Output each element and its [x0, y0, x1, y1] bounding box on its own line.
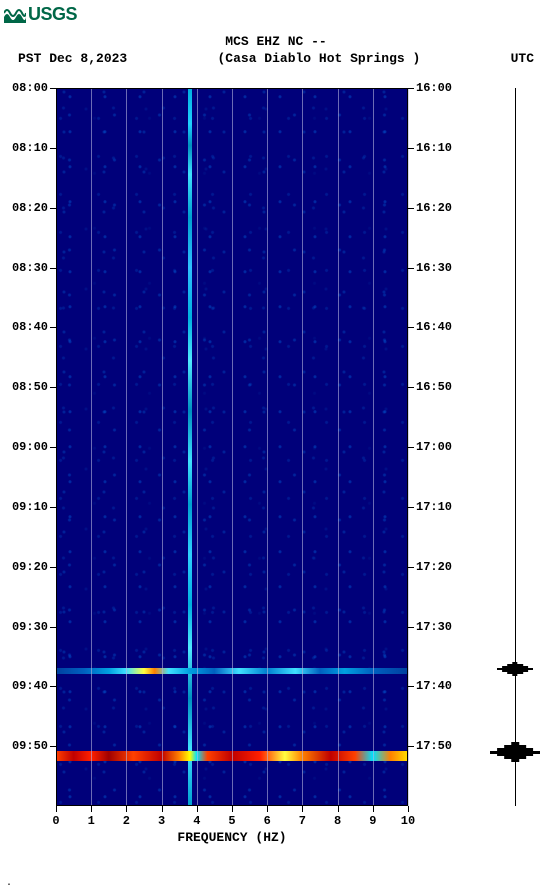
y-tick-right — [408, 447, 414, 448]
gridline — [91, 88, 92, 806]
y-label-left: 08:30 — [12, 261, 48, 275]
spectrogram-chart: FREQUENCY (HZ) 01234567891008:0016:0008:… — [56, 88, 408, 806]
y-label-right: 17:20 — [416, 560, 452, 574]
header-right: UTC — [511, 51, 534, 66]
gridline — [197, 88, 198, 806]
y-label-left: 08:20 — [12, 201, 48, 215]
x-tick-label: 2 — [123, 814, 130, 828]
y-tick-right — [408, 746, 414, 747]
gridline — [126, 88, 127, 806]
gridline — [302, 88, 303, 806]
y-tick-left — [50, 447, 56, 448]
x-tick-label: 4 — [193, 814, 200, 828]
x-tick-label: 0 — [52, 814, 59, 828]
y-tick-left — [50, 208, 56, 209]
waveform-trace — [515, 88, 516, 806]
gridline — [267, 88, 268, 806]
usgs-logo-text: USGS — [28, 4, 77, 25]
x-tick — [126, 806, 127, 812]
gridline — [232, 88, 233, 806]
y-label-right: 17:50 — [416, 739, 452, 753]
usgs-wave-icon — [4, 7, 26, 23]
y-label-right: 17:30 — [416, 620, 452, 634]
y-tick-left — [50, 387, 56, 388]
y-label-left: 09:20 — [12, 560, 48, 574]
x-tick — [56, 806, 57, 812]
footer-mark: . — [6, 878, 12, 889]
y-label-right: 17:40 — [416, 679, 452, 693]
y-tick-right — [408, 387, 414, 388]
x-tick — [197, 806, 198, 812]
waveform-burst — [511, 759, 519, 762]
x-tick — [91, 806, 92, 812]
y-tick-left — [50, 507, 56, 508]
y-label-left: 09:10 — [12, 500, 48, 514]
y-tick-right — [408, 208, 414, 209]
y-label-right: 17:10 — [416, 500, 452, 514]
y-label-left: 09:50 — [12, 739, 48, 753]
station-label: MCS EHZ NC -- — [0, 34, 552, 49]
y-label-right: 16:50 — [416, 380, 452, 394]
y-tick-right — [408, 627, 414, 628]
x-tick-label: 1 — [88, 814, 95, 828]
waveform-burst — [512, 674, 517, 676]
x-tick — [373, 806, 374, 812]
x-tick — [338, 806, 339, 812]
y-label-left: 09:30 — [12, 620, 48, 634]
y-tick-left — [50, 567, 56, 568]
gridline — [373, 88, 374, 806]
header-left: PST Dec 8,2023 — [18, 51, 127, 66]
y-tick-left — [50, 746, 56, 747]
y-tick-left — [50, 327, 56, 328]
x-tick-label: 8 — [334, 814, 341, 828]
y-label-left: 09:00 — [12, 440, 48, 454]
x-axis-label: FREQUENCY (HZ) — [177, 830, 286, 845]
y-label-left: 09:40 — [12, 679, 48, 693]
y-tick-left — [50, 686, 56, 687]
y-tick-right — [408, 88, 414, 89]
y-label-left: 08:00 — [12, 81, 48, 95]
y-label-left: 08:40 — [12, 320, 48, 334]
y-tick-left — [50, 268, 56, 269]
x-tick — [267, 806, 268, 812]
x-tick-label: 3 — [158, 814, 165, 828]
x-tick-label: 6 — [264, 814, 271, 828]
gridline — [338, 88, 339, 806]
y-label-right: 16:40 — [416, 320, 452, 334]
x-tick-label: 5 — [228, 814, 235, 828]
y-tick-right — [408, 507, 414, 508]
y-label-right: 17:00 — [416, 440, 452, 454]
waveform-panel — [490, 88, 540, 806]
y-tick-right — [408, 327, 414, 328]
y-tick-left — [50, 88, 56, 89]
chart-header: MCS EHZ NC -- PST Dec 8,2023 (Casa Diabl… — [0, 34, 552, 66]
y-tick-left — [50, 627, 56, 628]
x-tick-label: 7 — [299, 814, 306, 828]
usgs-logo: USGS — [4, 4, 77, 25]
x-tick — [232, 806, 233, 812]
y-tick-right — [408, 686, 414, 687]
y-label-right: 16:20 — [416, 201, 452, 215]
spectral-line — [188, 88, 192, 806]
y-label-left: 08:10 — [12, 141, 48, 155]
header-center: (Casa Diablo Hot Springs ) — [217, 51, 420, 66]
x-tick-label: 9 — [369, 814, 376, 828]
y-label-left: 08:50 — [12, 380, 48, 394]
y-tick-right — [408, 268, 414, 269]
gridline — [162, 88, 163, 806]
spectrogram-bg — [56, 88, 408, 806]
y-label-right: 16:30 — [416, 261, 452, 275]
y-tick-right — [408, 567, 414, 568]
x-tick — [302, 806, 303, 812]
y-label-right: 16:10 — [416, 141, 452, 155]
x-tick — [162, 806, 163, 812]
y-tick-left — [50, 148, 56, 149]
x-tick — [408, 806, 409, 812]
y-label-right: 16:00 — [416, 81, 452, 95]
y-tick-right — [408, 148, 414, 149]
x-tick-label: 10 — [401, 814, 415, 828]
